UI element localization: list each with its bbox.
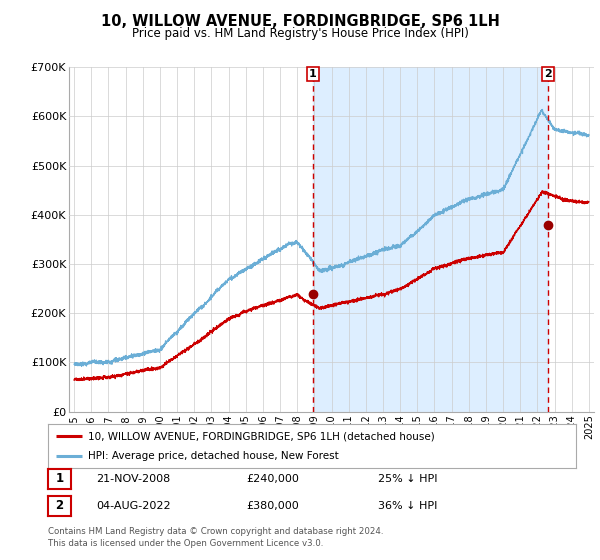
Bar (313, 67, 548, 412)
Text: 2: 2 (544, 69, 551, 79)
Text: 10, WILLOW AVENUE, FORDINGBRIDGE, SP6 1LH: 10, WILLOW AVENUE, FORDINGBRIDGE, SP6 1L… (101, 14, 499, 29)
Text: 04-AUG-2022: 04-AUG-2022 (96, 501, 170, 511)
Text: 10, WILLOW AVENUE, FORDINGBRIDGE, SP6 1LH (detached house): 10, WILLOW AVENUE, FORDINGBRIDGE, SP6 1L… (88, 431, 434, 441)
Text: 21-NOV-2008: 21-NOV-2008 (96, 474, 170, 484)
Text: 2: 2 (55, 499, 64, 512)
Text: 25% ↓ HPI: 25% ↓ HPI (378, 474, 437, 484)
Text: Contains HM Land Registry data © Crown copyright and database right 2024.: Contains HM Land Registry data © Crown c… (48, 527, 383, 536)
Text: 36% ↓ HPI: 36% ↓ HPI (378, 501, 437, 511)
Text: Price paid vs. HM Land Registry's House Price Index (HPI): Price paid vs. HM Land Registry's House … (131, 27, 469, 40)
Text: This data is licensed under the Open Government Licence v3.0.: This data is licensed under the Open Gov… (48, 539, 323, 548)
Text: £240,000: £240,000 (246, 474, 299, 484)
Text: HPI: Average price, detached house, New Forest: HPI: Average price, detached house, New … (88, 451, 338, 461)
Text: 1: 1 (55, 472, 64, 486)
Text: 1: 1 (309, 69, 317, 79)
Text: £380,000: £380,000 (246, 501, 299, 511)
